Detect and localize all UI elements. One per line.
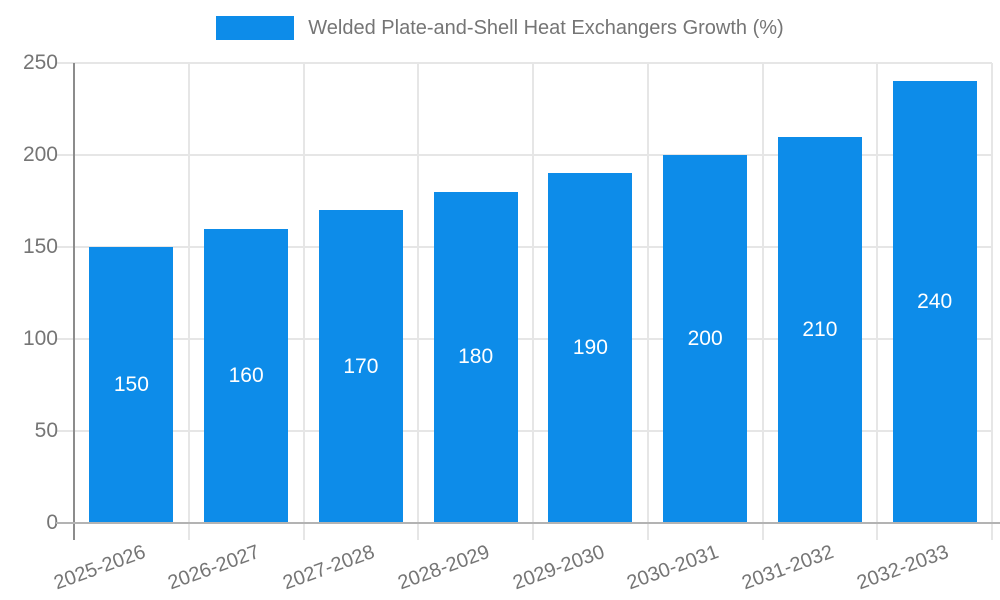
x-tick-label: 2028-2029 (395, 540, 493, 595)
x-axis-line (56, 522, 1000, 524)
bar (204, 228, 289, 523)
bar (892, 81, 977, 523)
v-gridline (646, 63, 649, 540)
y-tick-label: 250 (22, 51, 58, 74)
legend-label: Welded Plate-and-Shell Heat Exchangers G… (308, 16, 784, 39)
bar (433, 191, 518, 523)
bar-value-label: 150 (113, 373, 149, 396)
x-tick-label: 2025-2026 (50, 540, 149, 595)
bar (777, 136, 862, 523)
y-tick-stub (56, 246, 74, 248)
v-gridline (532, 63, 534, 540)
bar (663, 155, 748, 523)
x-tick-label: 2027-2028 (280, 540, 378, 595)
bar-value-label: 210 (802, 317, 838, 341)
x-tick-label: 2030-2031 (624, 540, 722, 595)
bar (318, 210, 403, 523)
bar-value-label: 200 (687, 327, 723, 350)
v-gridline (417, 63, 420, 540)
y-tick-label: 0 (46, 511, 58, 534)
bar-value-label: 170 (343, 354, 379, 378)
x-tick-label: 2031-2032 (739, 540, 837, 595)
x-tick-label: 2029-2030 (509, 540, 608, 595)
y-tick-stub (56, 338, 74, 340)
bar (548, 173, 633, 523)
bar-value-label: 180 (458, 345, 494, 369)
x-tick-label: 2026-2027 (165, 540, 263, 595)
v-gridline (302, 63, 305, 540)
bar (89, 247, 174, 523)
y-tick-label: 150 (22, 235, 58, 258)
y-tick-stub (56, 154, 74, 156)
y-tick-stub (56, 62, 74, 64)
bar-value-label: 190 (572, 336, 608, 360)
v-gridline (991, 63, 993, 540)
v-gridline (187, 63, 190, 540)
y-tick-label: 200 (22, 143, 58, 166)
y-tick-label: 100 (22, 327, 58, 350)
v-gridline (876, 63, 879, 540)
x-tick-label: 2032-2033 (854, 540, 952, 595)
y-tick-stub (56, 430, 74, 432)
legend-swatch (216, 16, 295, 40)
legend: Welded Plate-and-Shell Heat Exchangers G… (0, 16, 1000, 40)
bar-value-label: 240 (917, 290, 953, 314)
y-axis-line (73, 63, 75, 540)
v-gridline (761, 63, 764, 540)
y-tick-label: 50 (34, 419, 58, 442)
bar-value-label: 160 (228, 363, 264, 387)
